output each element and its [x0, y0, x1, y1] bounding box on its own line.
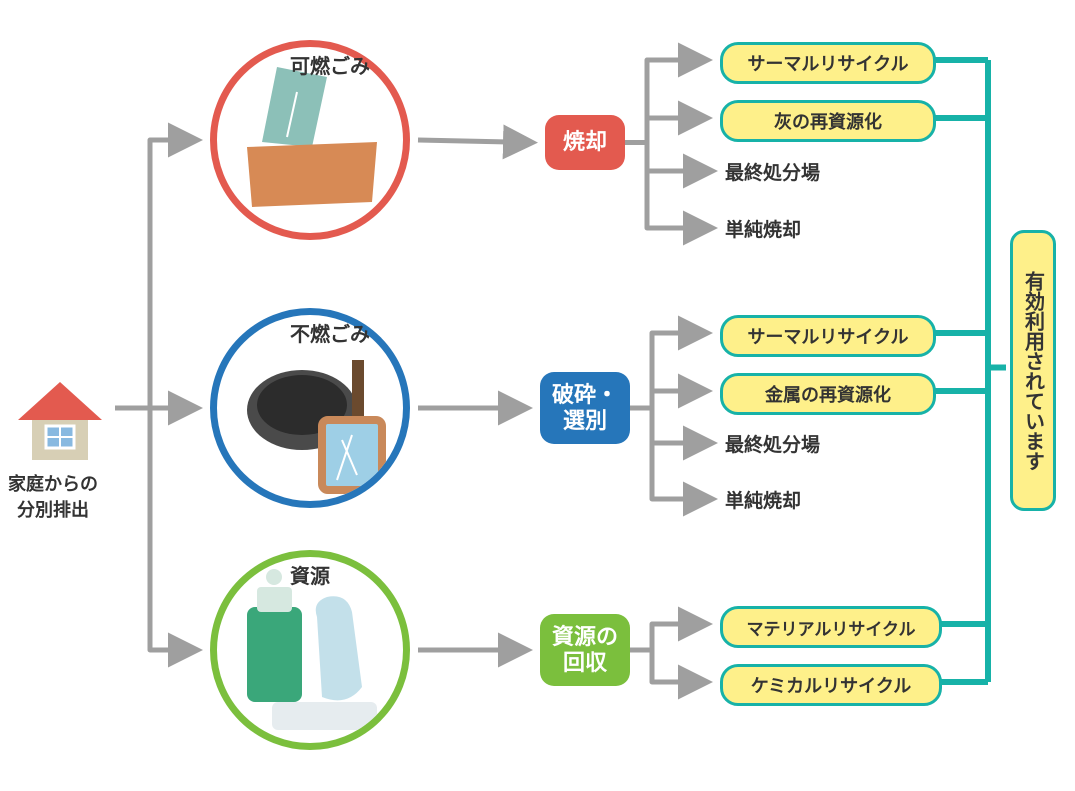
output-plain: 単純焼却 — [725, 215, 801, 242]
output-plain: 最終処分場 — [725, 158, 820, 185]
sink-box: 有効利用されています — [1010, 230, 1056, 511]
output-box: 金属の再資源化 — [720, 373, 936, 415]
output-box: サーマルリサイクル — [720, 315, 936, 357]
process-resources: 資源の 回収 — [540, 614, 630, 686]
output-box: マテリアルリサイクル — [720, 606, 942, 648]
category-label-resources: 資源 — [290, 560, 330, 589]
output-box: 灰の再資源化 — [720, 100, 936, 142]
output-box: ケミカルリサイクル — [720, 664, 942, 706]
output-plain: 最終処分場 — [725, 430, 820, 457]
output-box: サーマルリサイクル — [720, 42, 936, 84]
category-label-combustible: 可燃ごみ — [290, 50, 370, 79]
process-combustible: 焼却 — [545, 115, 625, 170]
source-label: 家庭からの 分別排出 — [8, 470, 98, 522]
process-noncombustible: 破砕・ 選別 — [540, 372, 630, 444]
category-label-noncombustible: 不燃ごみ — [290, 318, 370, 347]
output-plain: 単純焼却 — [725, 486, 801, 513]
